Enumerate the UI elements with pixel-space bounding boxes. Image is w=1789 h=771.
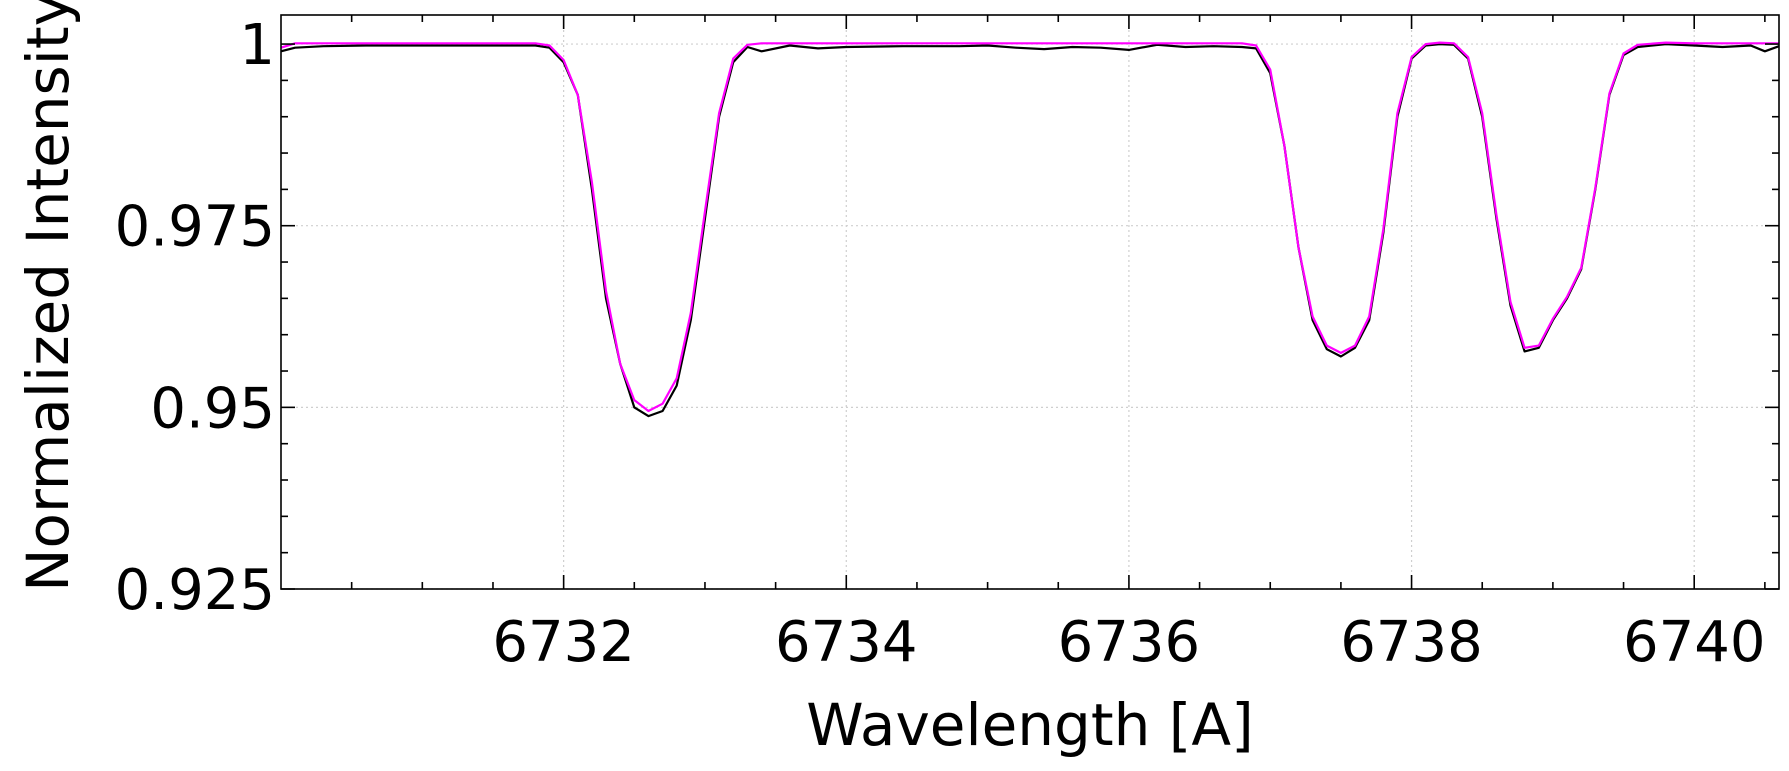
x-tick-label: 6732: [492, 610, 635, 675]
plot-frame: [280, 14, 1780, 590]
y-axis-title: Normalized Intensity: [14, 0, 82, 592]
tick-label-layer: 6732 6734 6736 6738 6740 0.925 0.95 0.975 1: [115, 13, 1766, 675]
model-spectrum-line: [281, 41, 1779, 413]
y-tick-label: 0.925: [115, 558, 275, 623]
x-tick-label: 6734: [775, 610, 918, 675]
y-tick-label: 0.975: [115, 195, 275, 260]
x-tick-label: 6740: [1623, 610, 1766, 675]
y-tick-label: 1: [239, 13, 275, 78]
observed-spectrum-line: [281, 43, 1779, 418]
x-axis-title: Wavelength [A]: [806, 691, 1253, 759]
x-tick-label: 6738: [1340, 610, 1483, 675]
series-layer: [281, 41, 1779, 418]
tick-layer: [281, 15, 1779, 590]
y-tick-label: 0.95: [150, 376, 275, 441]
grid-layer: [281, 15, 1779, 590]
x-tick-label: 6736: [1058, 610, 1201, 675]
